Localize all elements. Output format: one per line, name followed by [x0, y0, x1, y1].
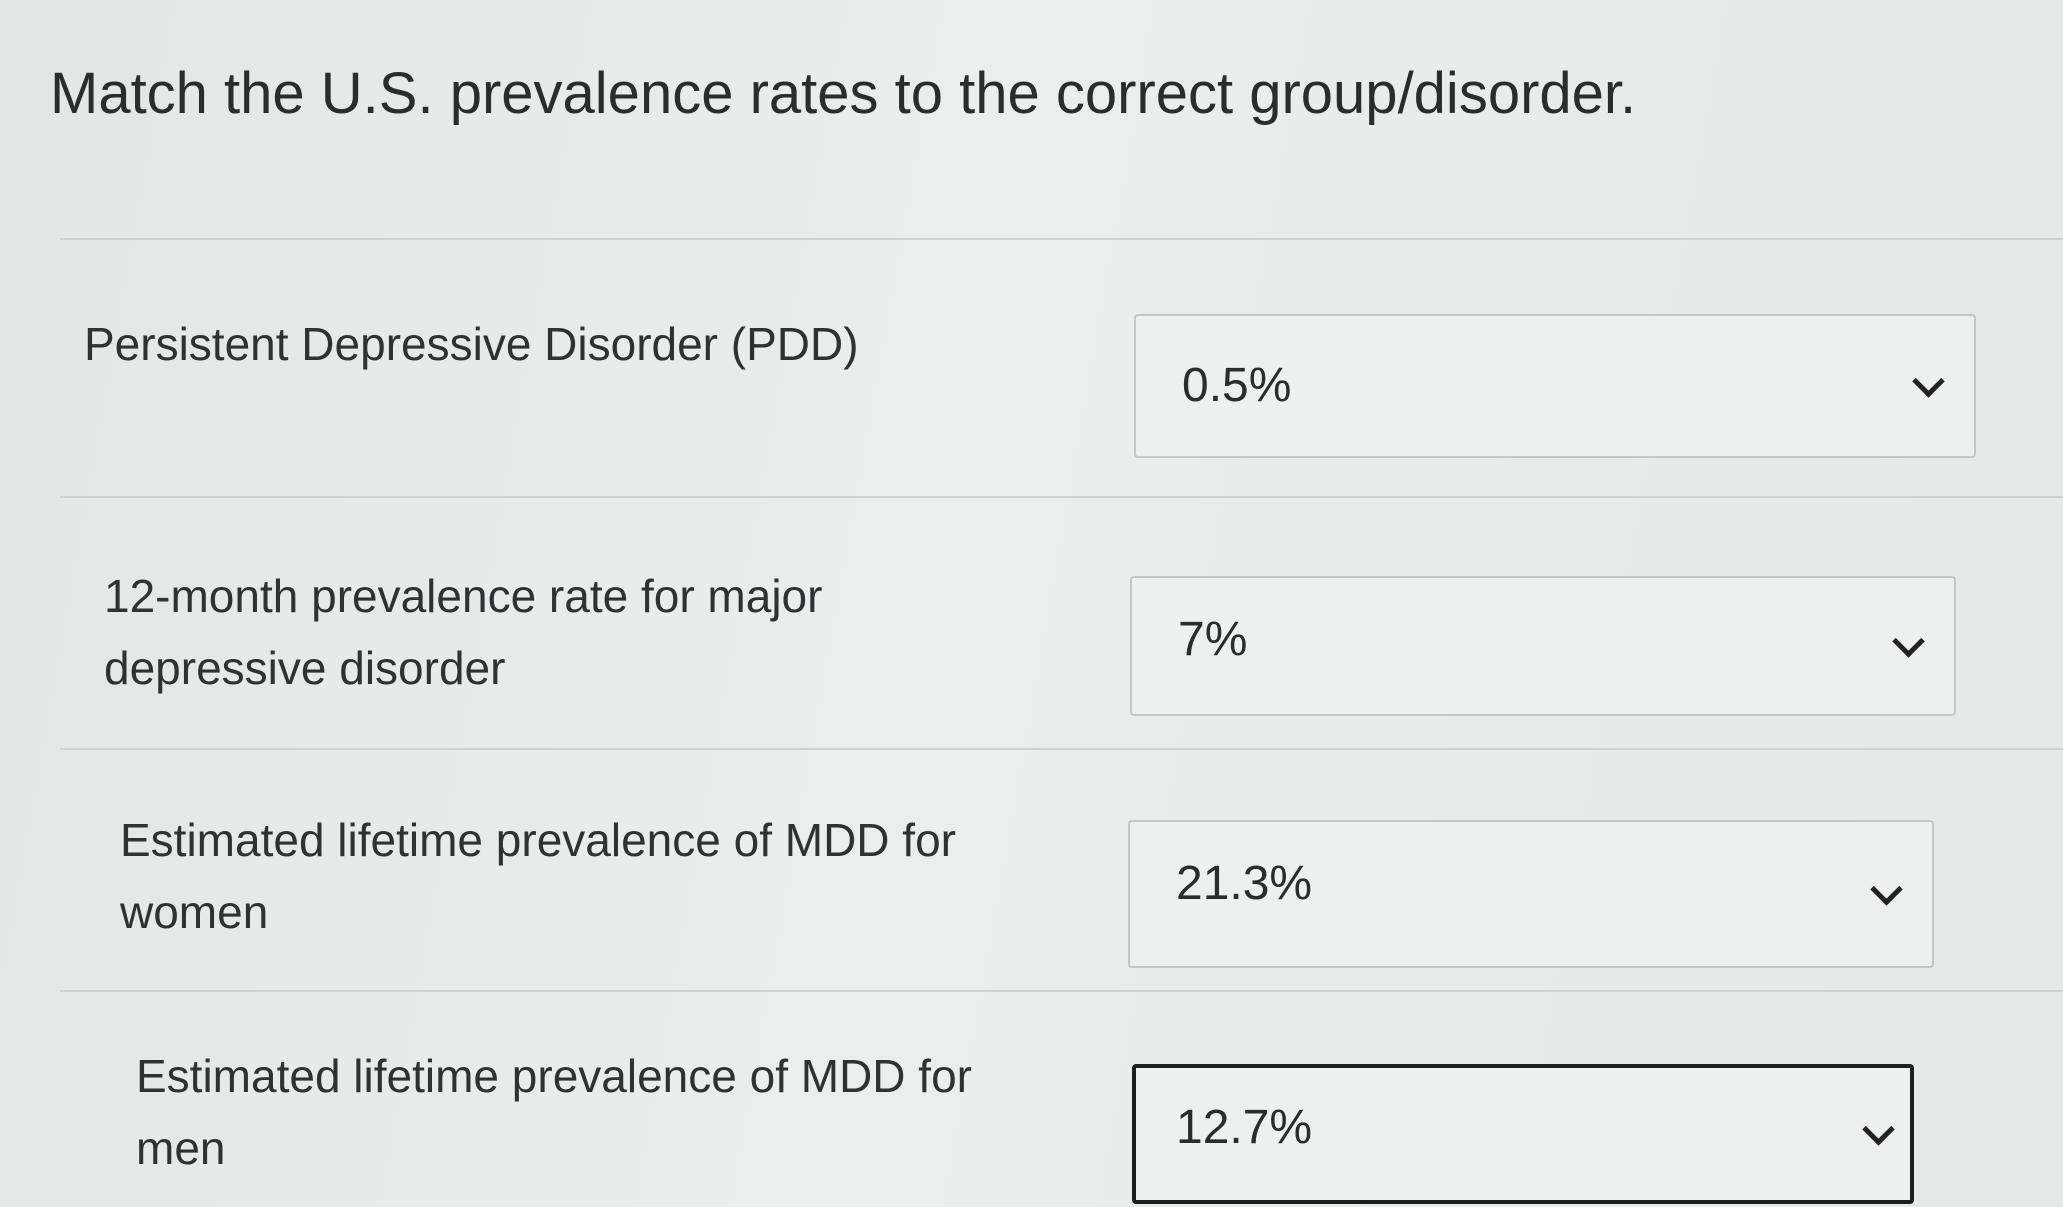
divider [60, 496, 2063, 498]
dropdown-12-month-mdd[interactable]: 7% [1130, 576, 1956, 716]
divider [60, 238, 2063, 240]
row-label-pdd: Persistent Depressive Disorder (PDD) [84, 318, 859, 370]
chevron-down-icon [1870, 873, 1903, 906]
dropdown-value: 21.3% [1176, 857, 1313, 910]
row-label-mdd-men: Estimated lifetime prevalence of MDD for… [136, 1050, 972, 1174]
chevron-down-icon [1912, 365, 1945, 398]
chevron-down-icon [1862, 1113, 1895, 1146]
dropdown-mdd-men[interactable]: 12.7% [1132, 1064, 1914, 1204]
chevron-down-icon [1892, 625, 1925, 658]
question-title: Match the U.S. prevalence rates to the c… [50, 61, 1637, 126]
dropdown-value: 7% [1178, 613, 1248, 666]
row-label-12-month-mdd: 12-month prevalence rate for major depre… [104, 570, 823, 694]
dropdown-mdd-women[interactable]: 21.3% [1128, 820, 1934, 968]
dropdown-pdd[interactable]: 0.5% [1134, 314, 1976, 458]
divider [60, 990, 2063, 992]
dropdown-value: 12.7% [1176, 1101, 1313, 1154]
divider [60, 748, 2063, 750]
row-label-mdd-women: Estimated lifetime prevalence of MDD for… [120, 814, 956, 938]
dropdown-value: 0.5% [1182, 359, 1292, 412]
